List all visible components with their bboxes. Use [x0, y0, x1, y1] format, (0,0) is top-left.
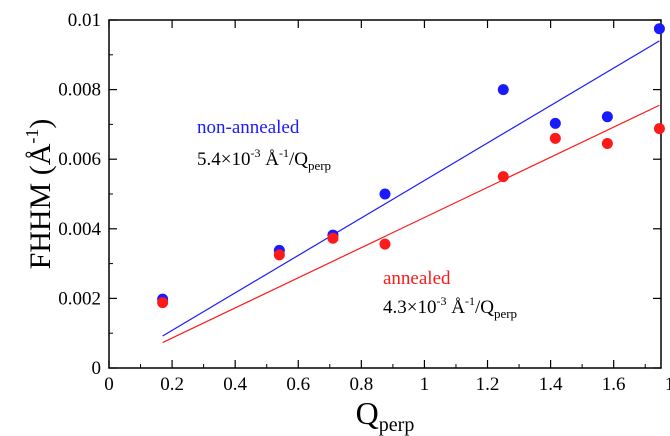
x-tick-label: 1.2 [476, 374, 500, 395]
fit-line-annealed [162, 104, 660, 344]
data-point-non-annealed [549, 117, 561, 129]
x-tick-label: 1.6 [602, 374, 626, 395]
y-tick-label: 0.01 [68, 10, 101, 31]
x-tick-label: 0.6 [286, 374, 310, 395]
x-tick-label: 0.2 [160, 374, 184, 395]
x-tick-label: 0 [104, 374, 114, 395]
data-point-annealed [157, 297, 169, 309]
x-tick-label: 0.8 [349, 374, 373, 395]
data-point-annealed [601, 138, 613, 150]
annotation-annealed-label: annealed [383, 268, 451, 289]
y-tick-label: 0.002 [58, 288, 101, 309]
data-point-annealed [379, 238, 391, 250]
data-point-annealed [549, 132, 561, 144]
data-point-annealed [273, 249, 285, 261]
data-point-non-annealed [601, 111, 613, 123]
data-points [157, 23, 665, 309]
x-tick-label: 1 [420, 374, 430, 395]
fit-lines [162, 40, 660, 344]
data-point-non-annealed [379, 188, 391, 200]
y-tick-label: 0.008 [58, 80, 101, 101]
x-tick-label: 1.4 [539, 374, 563, 395]
annotation-non-annealed-formula: 5.4×10-3 Å-1/Qperp [197, 146, 331, 173]
axis-ticks: 0 0.2 0.4 0.6 0.8 1 1.2 1.4 1.6 1.8 0 0.002 0.004 0.0… [58, 10, 670, 395]
annotation-annealed-formula: 4.3×10-3 Å-1/Qperp [383, 294, 517, 321]
data-point-annealed [327, 232, 339, 244]
data-point-annealed [497, 171, 509, 183]
y-tick-label: 0 [92, 358, 102, 379]
y-tick-label: 0.006 [58, 149, 101, 170]
data-point-non-annealed [497, 84, 509, 96]
y-tick-label: 0.004 [58, 219, 101, 240]
x-tick-label: 0.4 [223, 374, 247, 395]
annotation-non-annealed-label: non-annealed [197, 117, 300, 138]
data-point-annealed [653, 123, 665, 135]
data-point-non-annealed [653, 23, 665, 35]
x-axis-label: Qperp [356, 395, 415, 436]
y-axis-label: FHHM (Å-1) [22, 119, 57, 270]
fit-line-non-annealed [162, 40, 660, 337]
x-tick-label: 1.8 [665, 374, 670, 395]
